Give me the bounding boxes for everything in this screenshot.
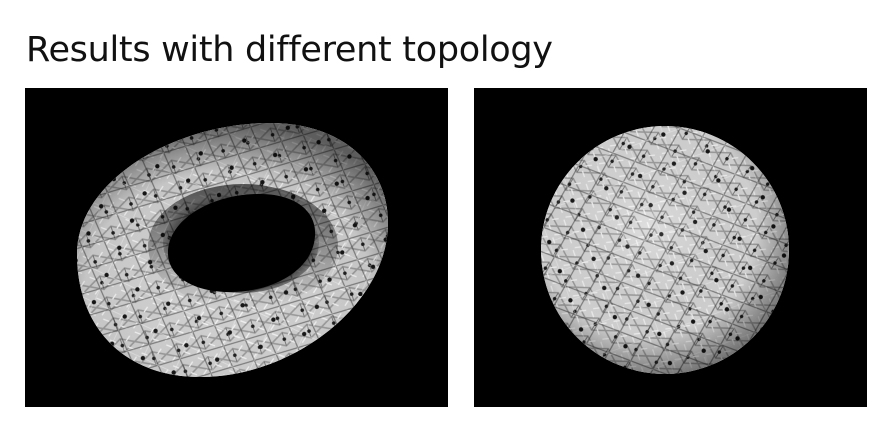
sphere-render-image [474,88,867,407]
torus-render-panel [25,88,448,407]
slide-title: Results with different topology [26,30,553,70]
sphere-render-panel [474,88,867,407]
torus-render-image [25,88,448,407]
